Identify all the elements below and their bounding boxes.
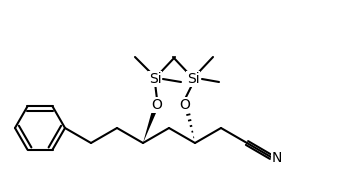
Text: O: O	[180, 98, 190, 112]
Text: Si: Si	[149, 72, 161, 86]
Text: O: O	[151, 98, 163, 112]
Text: N: N	[272, 151, 282, 165]
Text: Si: Si	[187, 72, 199, 86]
Polygon shape	[143, 108, 158, 143]
